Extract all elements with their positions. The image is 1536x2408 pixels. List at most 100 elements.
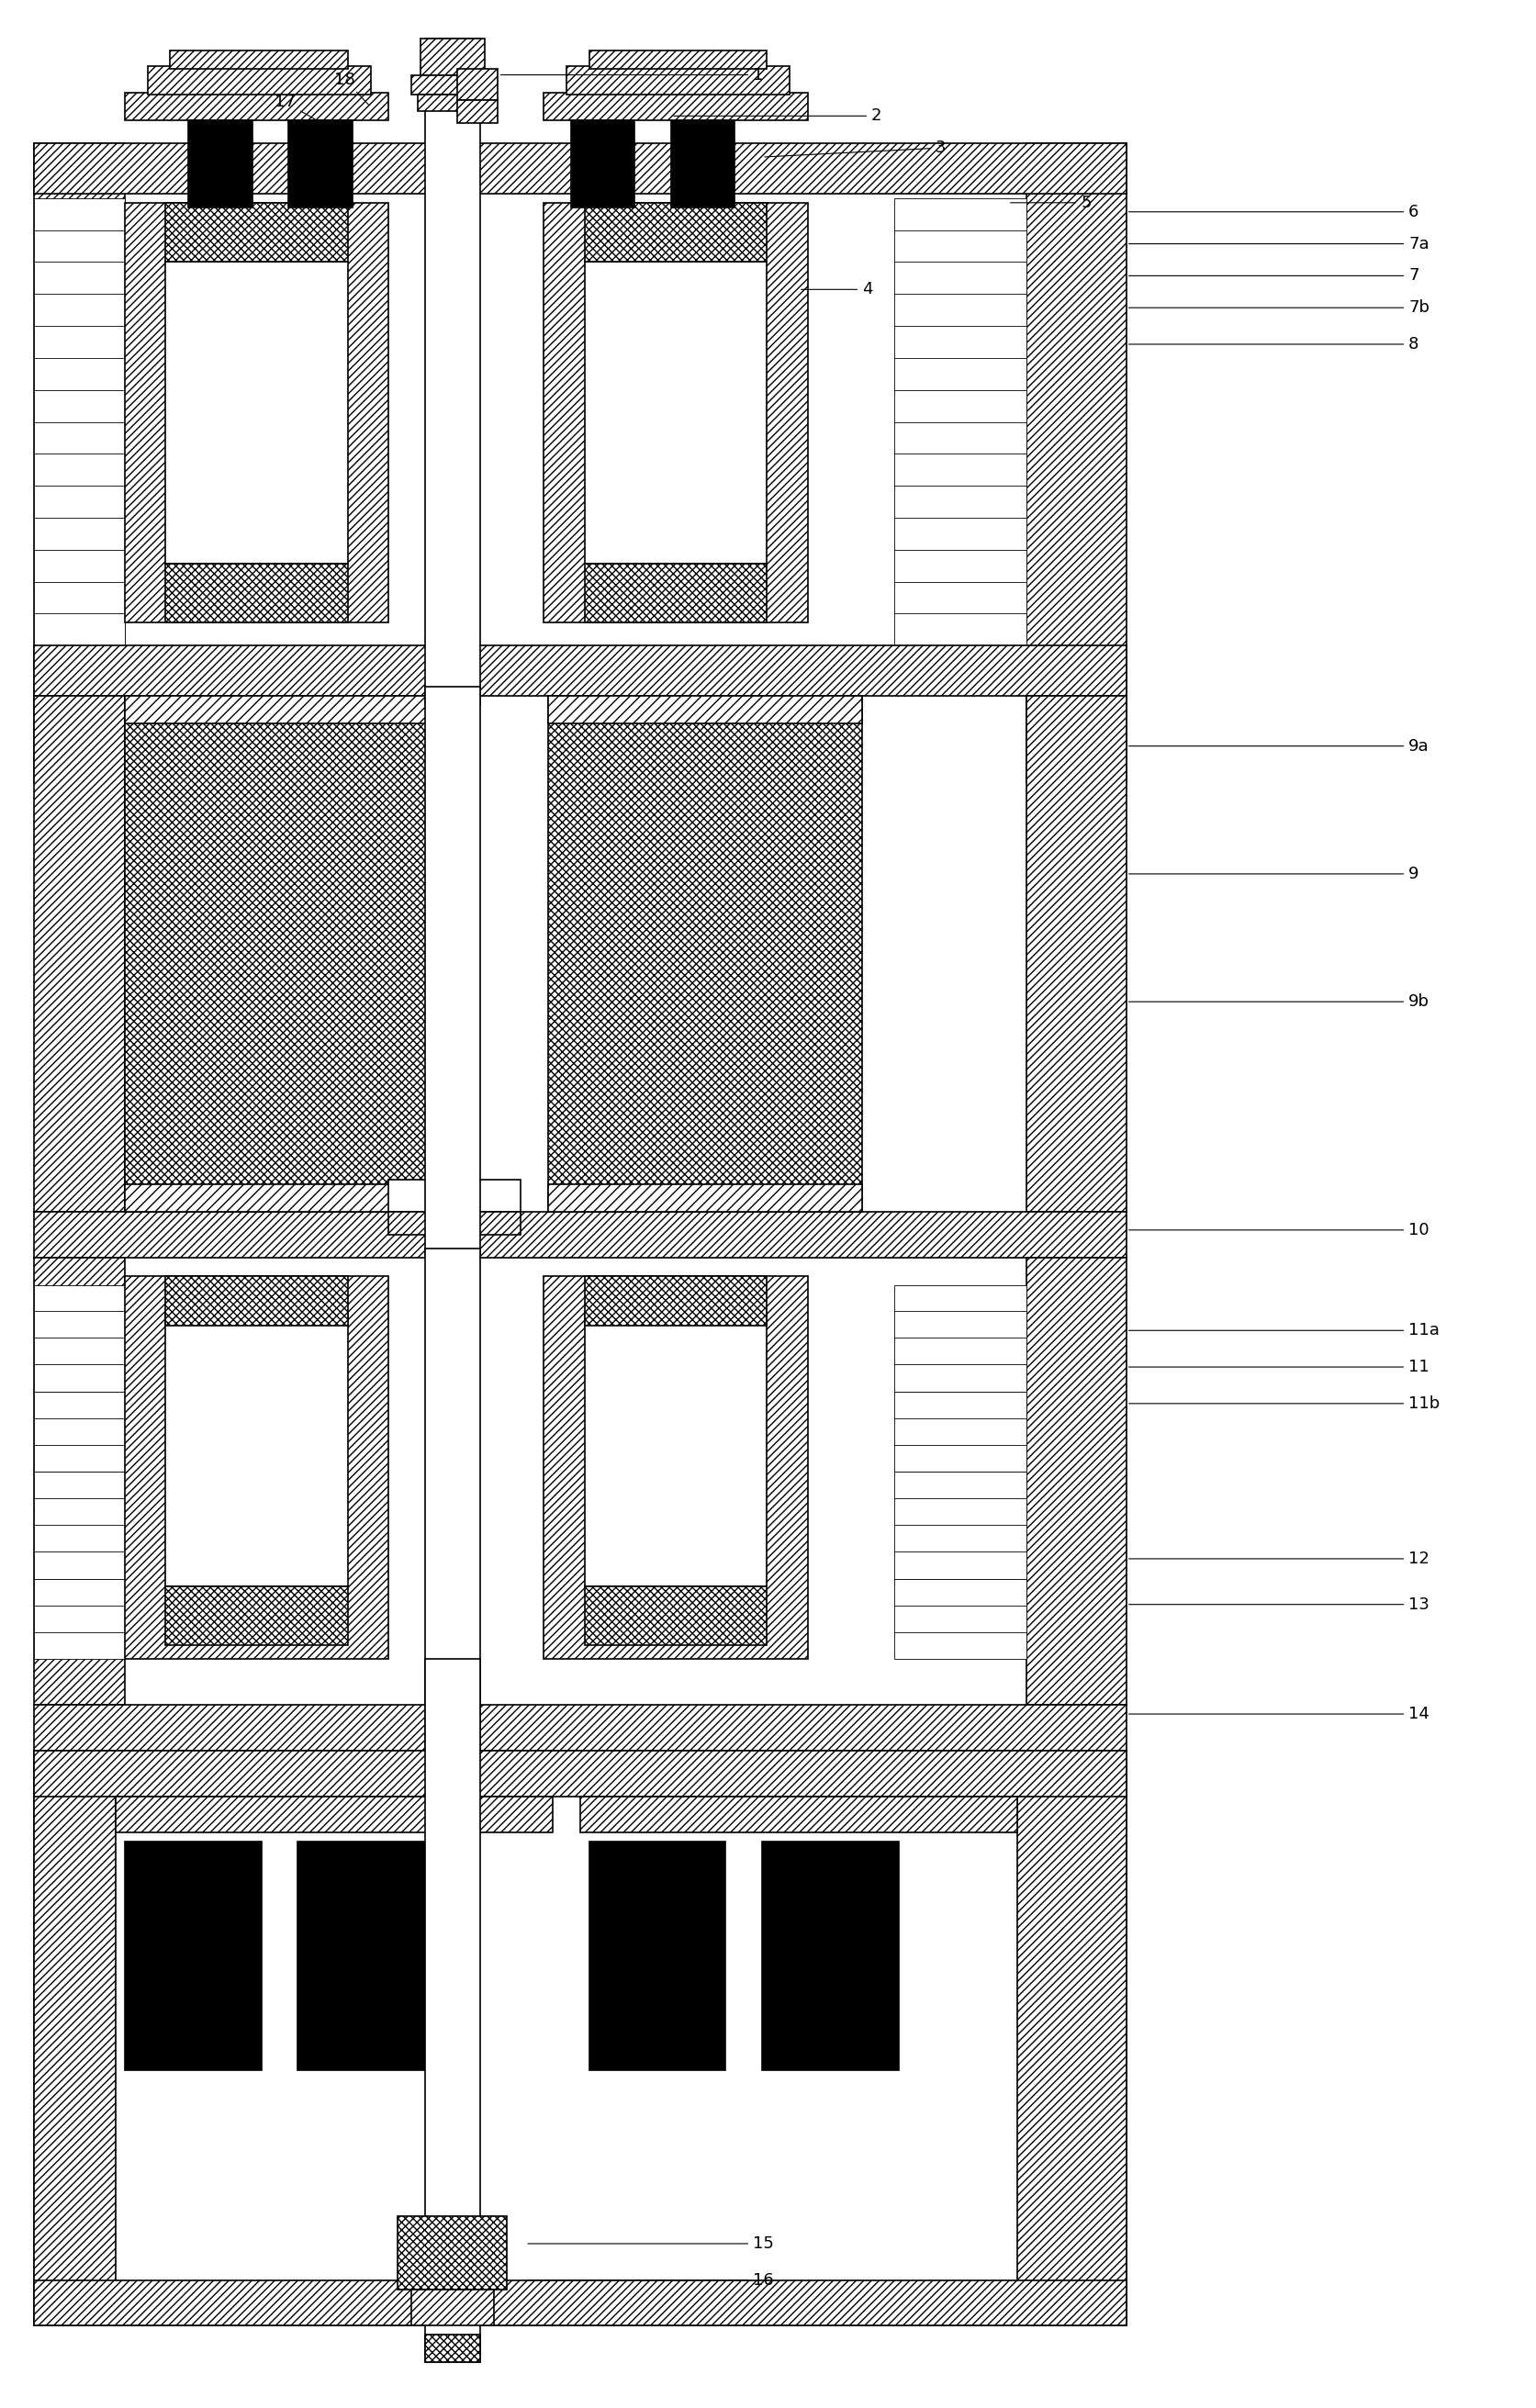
Bar (425, 1659, 479, 2362)
Bar (544, 94, 808, 120)
Bar (389, 1211, 521, 1235)
Text: 3: 3 (765, 140, 946, 157)
Bar (34, 1365, 124, 1392)
Bar (289, 120, 352, 176)
Bar (34, 262, 124, 294)
Bar (894, 325, 1026, 359)
Bar (34, 2280, 1126, 2326)
Bar (398, 2215, 507, 2290)
Bar (34, 197, 124, 231)
Bar (147, 65, 370, 94)
Bar (189, 176, 252, 207)
Text: 10: 10 (1129, 1221, 1430, 1238)
Bar (34, 359, 124, 390)
Bar (894, 1286, 1026, 1312)
Text: 2: 2 (674, 108, 882, 125)
Bar (581, 1796, 1017, 1832)
Bar (671, 176, 734, 207)
Text: 6: 6 (1129, 205, 1419, 219)
Bar (166, 262, 347, 563)
Bar (34, 1751, 115, 2326)
Bar (34, 1286, 124, 1312)
Bar (894, 1312, 1026, 1339)
Bar (115, 1796, 553, 1832)
Bar (34, 1392, 124, 1418)
Bar (34, 1580, 124, 1606)
Bar (34, 1524, 124, 1553)
Bar (548, 696, 862, 722)
Bar (425, 1247, 479, 1751)
Bar (166, 563, 347, 624)
Bar (894, 262, 1026, 294)
Text: 4: 4 (802, 282, 872, 299)
Bar (458, 101, 498, 123)
Bar (1026, 144, 1126, 783)
Bar (34, 325, 124, 359)
Bar (585, 1276, 766, 1327)
Bar (34, 486, 124, 518)
Bar (34, 1705, 1126, 1751)
Bar (894, 583, 1026, 614)
Bar (34, 614, 124, 645)
Text: 18: 18 (335, 72, 369, 106)
Bar (389, 1180, 521, 1211)
Bar (34, 1418, 124, 1445)
Bar (124, 696, 439, 722)
Bar (34, 1445, 124, 1471)
Bar (34, 390, 124, 424)
Bar (544, 202, 808, 624)
Bar (894, 390, 1026, 424)
Text: 7a: 7a (1129, 236, 1430, 253)
Text: 9: 9 (1129, 864, 1419, 881)
Bar (34, 231, 124, 262)
Bar (894, 1524, 1026, 1553)
Text: 11: 11 (1129, 1358, 1430, 1375)
Bar (34, 583, 124, 614)
Text: 5: 5 (1011, 195, 1091, 212)
Bar (34, 1471, 124, 1500)
Bar (894, 486, 1026, 518)
Bar (894, 1418, 1026, 1445)
Bar (762, 1842, 899, 2071)
Bar (894, 1551, 1026, 1580)
Bar (548, 696, 862, 1211)
Bar (34, 144, 124, 783)
Bar (894, 421, 1026, 455)
Bar (894, 1471, 1026, 1500)
Text: 14: 14 (1129, 1705, 1430, 1722)
Bar (34, 696, 124, 1211)
Bar (298, 1842, 435, 2071)
Bar (166, 1587, 347, 1645)
Bar (34, 1606, 124, 1633)
Bar (124, 1185, 439, 1211)
Bar (34, 1312, 124, 1339)
Bar (894, 1339, 1026, 1365)
Bar (34, 1751, 1126, 1796)
Bar (894, 1365, 1026, 1392)
Bar (34, 1498, 124, 1527)
Bar (571, 176, 634, 207)
Bar (894, 359, 1026, 390)
Bar (671, 120, 734, 176)
Bar (894, 518, 1026, 551)
Bar (1026, 1257, 1126, 1705)
Bar (585, 1587, 766, 1645)
Bar (585, 1312, 766, 1587)
Bar (166, 1276, 347, 1327)
Bar (34, 1257, 124, 1705)
Bar (590, 51, 766, 67)
Bar (412, 75, 493, 94)
Bar (894, 549, 1026, 583)
Bar (124, 94, 389, 120)
Bar (34, 549, 124, 583)
Bar (34, 1633, 124, 1659)
Bar (418, 94, 487, 111)
Bar (34, 294, 124, 327)
Text: 11b: 11b (1129, 1394, 1439, 1411)
Bar (585, 563, 766, 624)
Bar (425, 686, 479, 1257)
Bar (425, 39, 479, 706)
Bar (412, 2290, 493, 2326)
Bar (34, 1751, 1126, 2326)
Bar (590, 1842, 725, 2071)
